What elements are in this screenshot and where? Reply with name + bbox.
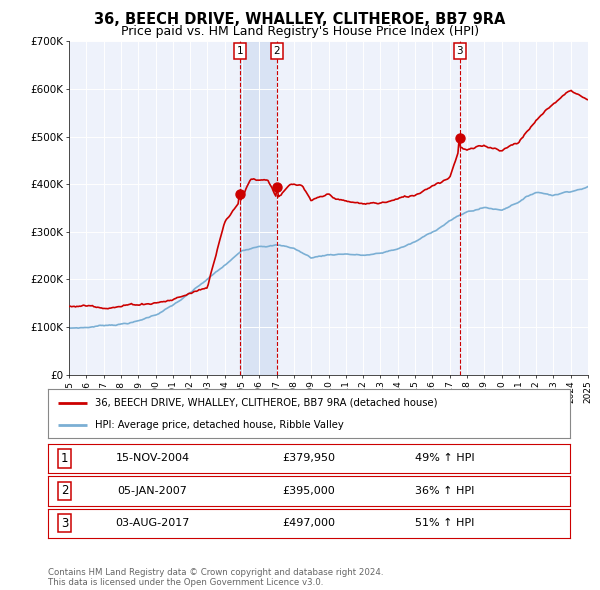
Text: £379,950: £379,950 [283,454,335,463]
Text: 2: 2 [61,484,68,497]
Text: 3: 3 [61,517,68,530]
Text: £395,000: £395,000 [283,486,335,496]
Text: 05-JAN-2007: 05-JAN-2007 [118,486,187,496]
Text: 03-AUG-2017: 03-AUG-2017 [115,519,190,528]
Text: 51% ↑ HPI: 51% ↑ HPI [415,519,475,528]
Bar [240,41,277,375]
Text: 36, BEECH DRIVE, WHALLEY, CLITHEROE, BB7 9RA: 36, BEECH DRIVE, WHALLEY, CLITHEROE, BB7… [94,12,506,27]
Text: Price paid vs. HM Land Registry's House Price Index (HPI): Price paid vs. HM Land Registry's House … [121,25,479,38]
Text: 3: 3 [457,46,463,56]
Text: 36% ↑ HPI: 36% ↑ HPI [415,486,475,496]
Text: 49% ↑ HPI: 49% ↑ HPI [415,454,475,463]
Text: 1: 1 [61,452,68,465]
Text: 15-NOV-2004: 15-NOV-2004 [115,454,190,463]
Text: Contains HM Land Registry data © Crown copyright and database right 2024.
This d: Contains HM Land Registry data © Crown c… [48,568,383,587]
Text: £497,000: £497,000 [283,519,335,528]
Text: 2: 2 [274,46,280,56]
Text: 1: 1 [236,46,243,56]
Text: 36, BEECH DRIVE, WHALLEY, CLITHEROE, BB7 9RA (detached house): 36, BEECH DRIVE, WHALLEY, CLITHEROE, BB7… [95,398,437,408]
Text: HPI: Average price, detached house, Ribble Valley: HPI: Average price, detached house, Ribb… [95,420,344,430]
